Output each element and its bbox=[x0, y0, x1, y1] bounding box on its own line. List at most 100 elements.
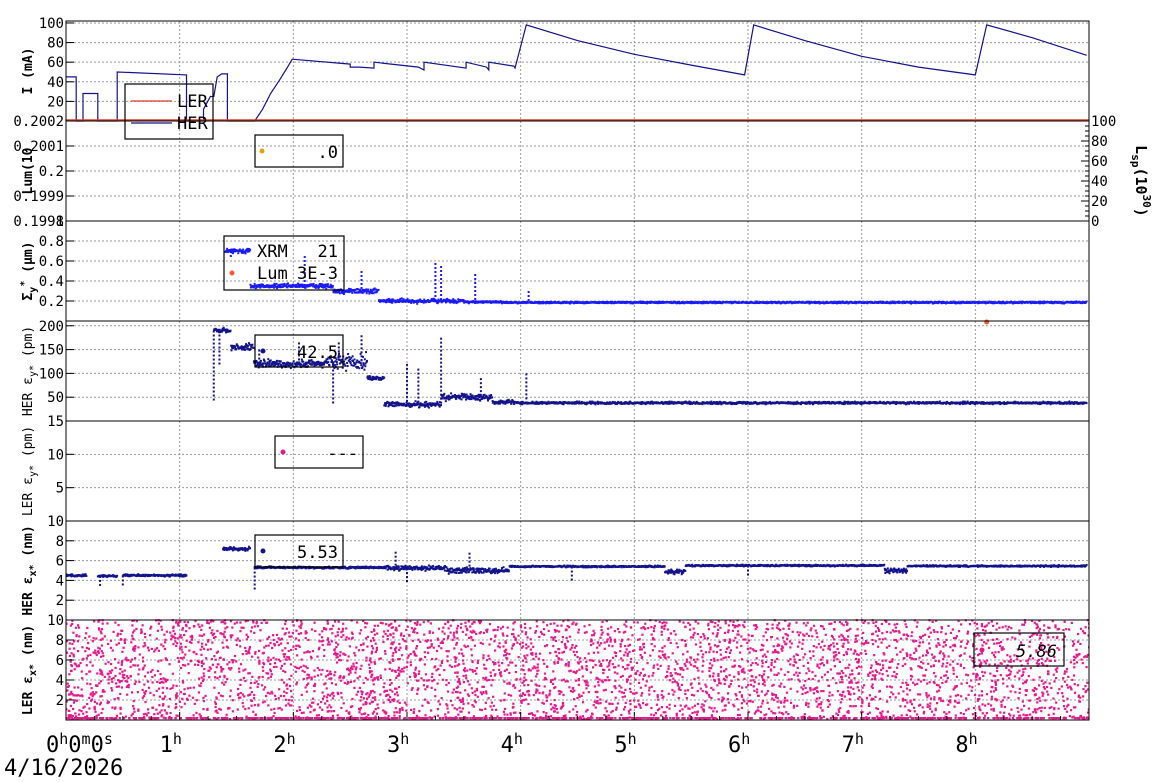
data-point bbox=[882, 402, 885, 405]
data-point bbox=[448, 398, 451, 401]
data-point bbox=[218, 354, 221, 357]
data-point bbox=[266, 284, 269, 287]
data-point bbox=[413, 404, 416, 407]
data-point bbox=[320, 362, 323, 365]
data-point bbox=[806, 401, 809, 404]
data-point bbox=[262, 283, 265, 286]
data-point bbox=[835, 302, 838, 305]
data-point bbox=[303, 276, 306, 278]
data-point bbox=[440, 404, 443, 407]
data-point bbox=[427, 406, 430, 409]
data-point bbox=[255, 359, 258, 362]
data-point bbox=[465, 566, 468, 569]
data-point bbox=[479, 394, 482, 397]
data-point bbox=[714, 302, 717, 305]
data-point bbox=[242, 347, 245, 350]
data-point bbox=[446, 297, 449, 300]
data-point bbox=[227, 249, 230, 252]
data-point bbox=[474, 294, 477, 296]
data-point bbox=[384, 402, 387, 405]
data-point bbox=[308, 360, 311, 363]
data-point bbox=[297, 363, 300, 366]
data-point bbox=[243, 346, 246, 349]
data-point bbox=[476, 567, 479, 570]
data-point bbox=[335, 358, 338, 361]
data-point bbox=[280, 363, 283, 366]
data-point bbox=[430, 404, 433, 407]
data-point bbox=[290, 363, 293, 366]
data-point bbox=[371, 566, 374, 569]
data-point bbox=[465, 393, 468, 396]
data-point bbox=[349, 565, 352, 568]
data-point bbox=[256, 567, 259, 570]
data-point bbox=[274, 361, 277, 364]
data-point bbox=[253, 282, 256, 285]
data-point bbox=[991, 401, 994, 404]
data-point bbox=[912, 400, 915, 403]
data-point bbox=[263, 286, 266, 289]
data-point bbox=[278, 360, 281, 363]
data-point bbox=[429, 300, 432, 303]
data-point bbox=[360, 351, 363, 354]
data-point bbox=[283, 282, 286, 285]
data-point bbox=[400, 297, 403, 300]
data-point bbox=[218, 346, 221, 349]
data-point bbox=[882, 401, 885, 404]
data-point bbox=[467, 395, 470, 398]
data-point bbox=[384, 567, 387, 570]
data-point bbox=[391, 401, 394, 404]
data-point bbox=[527, 299, 530, 301]
data-point bbox=[614, 401, 617, 404]
data-point bbox=[436, 400, 439, 403]
data-point bbox=[81, 573, 84, 576]
data-point bbox=[916, 402, 919, 405]
data-point bbox=[324, 285, 327, 288]
data-point bbox=[373, 287, 376, 290]
data-point bbox=[462, 299, 465, 302]
data-point bbox=[258, 361, 261, 364]
data-point bbox=[451, 299, 454, 302]
data-point bbox=[450, 392, 453, 395]
data-point bbox=[343, 363, 346, 366]
data-point bbox=[212, 358, 215, 361]
data-point bbox=[402, 299, 405, 302]
data-point bbox=[398, 298, 401, 301]
data-point bbox=[473, 300, 476, 303]
data-point bbox=[457, 395, 460, 398]
data-point bbox=[334, 291, 337, 294]
data-point bbox=[404, 564, 407, 567]
data-point bbox=[212, 334, 215, 337]
data-point bbox=[364, 567, 367, 570]
data-point bbox=[218, 334, 221, 337]
data-point bbox=[356, 291, 359, 294]
data-point bbox=[353, 364, 356, 367]
data-point bbox=[472, 571, 475, 574]
data-point bbox=[212, 398, 215, 401]
data-point bbox=[792, 401, 795, 404]
data-point bbox=[268, 286, 271, 289]
data-point bbox=[440, 345, 443, 348]
data-point bbox=[1085, 300, 1088, 303]
data-point bbox=[335, 291, 338, 294]
data-point bbox=[315, 284, 318, 287]
data-point bbox=[323, 284, 326, 287]
data-point bbox=[212, 354, 215, 357]
data-point bbox=[709, 402, 712, 405]
data-point bbox=[298, 346, 301, 349]
data-point bbox=[249, 283, 252, 286]
data-point bbox=[276, 287, 279, 290]
data-point bbox=[521, 403, 524, 406]
data-point bbox=[525, 393, 528, 396]
data-point bbox=[116, 574, 119, 577]
data-point bbox=[298, 283, 301, 286]
data-point bbox=[417, 380, 420, 383]
data-point bbox=[396, 567, 399, 570]
data-point bbox=[417, 300, 420, 303]
data-point bbox=[298, 362, 301, 365]
data-point bbox=[142, 573, 145, 576]
data-point bbox=[712, 401, 715, 404]
data-point bbox=[889, 402, 892, 405]
data-point bbox=[590, 402, 593, 405]
data-point bbox=[365, 292, 368, 295]
data-point bbox=[218, 330, 221, 333]
